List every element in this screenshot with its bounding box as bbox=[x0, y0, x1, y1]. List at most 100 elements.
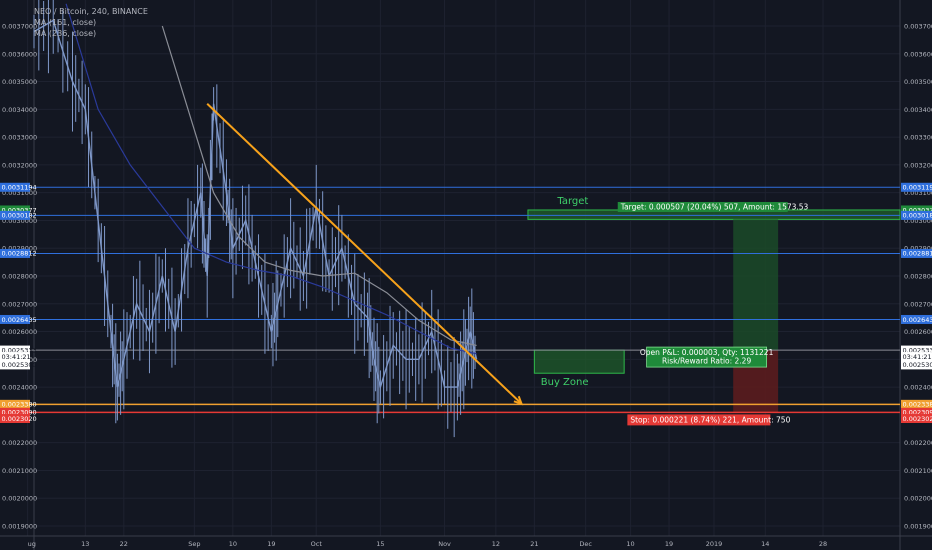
y-axis-right-tick: 0.0024000 bbox=[904, 384, 932, 392]
y-axis-left-tick: 0.0034000 bbox=[2, 106, 37, 114]
x-axis-tick: 19 bbox=[665, 540, 673, 548]
open-pnl-text: Open P&L: 0.000003, Qty: 1131221 bbox=[640, 348, 774, 357]
price-tag-bg bbox=[0, 414, 30, 423]
price-tag-bg bbox=[0, 399, 30, 409]
y-axis-right-tick: 0.0032000 bbox=[904, 161, 932, 169]
x-axis-tick: 19 bbox=[267, 540, 275, 548]
buy-zone-label: Buy Zone bbox=[541, 377, 589, 388]
y-axis-left-tick: 0.0028000 bbox=[2, 273, 37, 281]
x-axis-tick: ug bbox=[28, 540, 36, 548]
x-axis-tick: 14 bbox=[761, 540, 769, 548]
price-tag-bg bbox=[0, 182, 30, 192]
price-tag-bg bbox=[0, 210, 30, 220]
y-axis-right-tick: 0.0027000 bbox=[904, 300, 932, 308]
y-axis-left-tick: 0.0032000 bbox=[2, 161, 37, 169]
price-tag-label: 0.0028812 bbox=[2, 250, 37, 258]
x-axis-tick: 2019 bbox=[706, 540, 723, 548]
x-axis-tick: Sep bbox=[188, 540, 200, 548]
y-axis-left-tick: 0.0037000 bbox=[2, 23, 37, 31]
price-tag-bg bbox=[901, 414, 932, 423]
price-tag-bg bbox=[0, 345, 30, 355]
y-axis-left-tick: 0.0019000 bbox=[2, 523, 37, 531]
stop-info-text: Stop: 0.000221 (8.74%) 221, Amount: 750 bbox=[630, 415, 790, 424]
price-tag-label: 0.0023020 bbox=[2, 415, 37, 423]
price-tag-label: 0.0023380 bbox=[2, 401, 37, 409]
y-axis-right-tick: 0.0028000 bbox=[904, 273, 932, 281]
price-tag-bg bbox=[0, 205, 30, 215]
x-axis-tick: Nov bbox=[438, 540, 451, 548]
y-axis-left-tick: 0.0033000 bbox=[2, 134, 37, 142]
price-tag-label: 0.0030182 bbox=[2, 212, 37, 220]
price-tag-label: 0.0023380 bbox=[903, 401, 932, 409]
price-tag-label: 0.0031194 bbox=[903, 184, 932, 192]
x-axis-tick: 13 bbox=[81, 540, 89, 548]
y-axis-left-tick: 0.0027000 bbox=[2, 300, 37, 308]
price-tag-label: 0.0031194 bbox=[2, 184, 37, 192]
y-axis-right-tick: 0.0030000 bbox=[904, 217, 932, 225]
price-tag-bg bbox=[901, 182, 932, 192]
price-tag-label: 0.0025300 bbox=[2, 361, 37, 369]
y-axis-left-tick: 0.0024000 bbox=[2, 384, 37, 392]
x-axis-tick: 15 bbox=[376, 540, 384, 548]
price-tag-label: 03:41:21 bbox=[903, 353, 932, 361]
y-axis-left-tick: 0.0031000 bbox=[2, 189, 37, 197]
ma236-legend: MA (236, close) bbox=[34, 29, 97, 38]
x-axis-tick: 10 bbox=[626, 540, 634, 548]
price-tag-bg bbox=[0, 248, 30, 258]
ma236-line bbox=[161, 25, 477, 346]
price-tag-bg bbox=[901, 399, 932, 409]
price-tag-label: 0.0026435 bbox=[903, 316, 932, 324]
y-axis-left-tick: 0.0026000 bbox=[2, 328, 37, 336]
y-axis-left-tick: 0.0035000 bbox=[2, 78, 37, 86]
risk-reward-text: Risk/Reward Ratio: 2.29 bbox=[662, 357, 751, 366]
price-tag-label: 0.0023090 bbox=[2, 409, 37, 417]
target-label: Target bbox=[556, 196, 588, 207]
price-tag-bg bbox=[901, 205, 932, 215]
y-axis-right-tick: 0.0031000 bbox=[904, 189, 932, 197]
price-tag-label: 0.0026435 bbox=[2, 316, 37, 324]
target-info-bg bbox=[617, 201, 788, 212]
price-tag-bg bbox=[0, 352, 30, 362]
price-series-line bbox=[33, 19, 478, 390]
x-axis-tick: 28 bbox=[819, 540, 827, 548]
price-tag-label: 0.0025333 bbox=[903, 346, 932, 354]
price-tag-bg bbox=[901, 352, 932, 362]
y-axis-left-tick: 0.0022000 bbox=[2, 439, 37, 447]
target-column bbox=[733, 219, 779, 351]
y-axis-left-tick: 0.0029000 bbox=[2, 245, 37, 253]
y-axis-right-tick: 0.0037000 bbox=[904, 23, 932, 31]
price-tag-label: 0.0025333 bbox=[2, 346, 37, 354]
open-pnl-bg bbox=[646, 346, 768, 368]
x-axis-tick: Dec bbox=[579, 540, 592, 548]
x-axis-tick: 22 bbox=[120, 540, 128, 548]
y-axis-right-tick: 0.0036000 bbox=[904, 50, 932, 58]
price-tag-bg bbox=[0, 360, 30, 370]
price-tag-bg bbox=[901, 248, 932, 258]
price-tag-label: 0.0030182 bbox=[903, 212, 932, 220]
stop-info-bg bbox=[627, 414, 771, 426]
y-axis-right-tick: 0.0034000 bbox=[904, 106, 932, 114]
y-axis-right-tick: 0.0021000 bbox=[904, 467, 932, 475]
x-axis-tick: 10 bbox=[229, 540, 237, 548]
y-axis-right-tick: 0.0026000 bbox=[904, 328, 932, 336]
buy-zone-box bbox=[533, 349, 625, 374]
ma161-line bbox=[65, 3, 477, 355]
y-axis-right-tick: 0.0035000 bbox=[904, 78, 932, 86]
x-axis-tick: Oct bbox=[311, 540, 323, 548]
price-tag-label: 0.0028812 bbox=[903, 250, 932, 258]
price-tag-label: 0.0023020 bbox=[903, 415, 932, 423]
trendline bbox=[206, 103, 523, 405]
ma161-legend: MA (161, close) bbox=[34, 18, 97, 27]
y-axis-left-tick: 0.0036000 bbox=[2, 50, 37, 58]
price-tag-bg bbox=[901, 210, 932, 220]
chart-legend: NEO / Bitcoin, 240, BINANCE MA (161, clo… bbox=[34, 6, 148, 39]
y-axis-right-tick: 0.0022000 bbox=[904, 439, 932, 447]
price-tag-bg bbox=[901, 314, 932, 324]
y-axis-left-tick: 0.0020000 bbox=[2, 495, 37, 503]
price-tag-bg bbox=[901, 345, 932, 355]
price-tag-bg bbox=[0, 407, 30, 417]
symbol-title: NEO / Bitcoin, 240, BINANCE bbox=[34, 7, 148, 16]
price-tag-bg bbox=[0, 314, 30, 324]
